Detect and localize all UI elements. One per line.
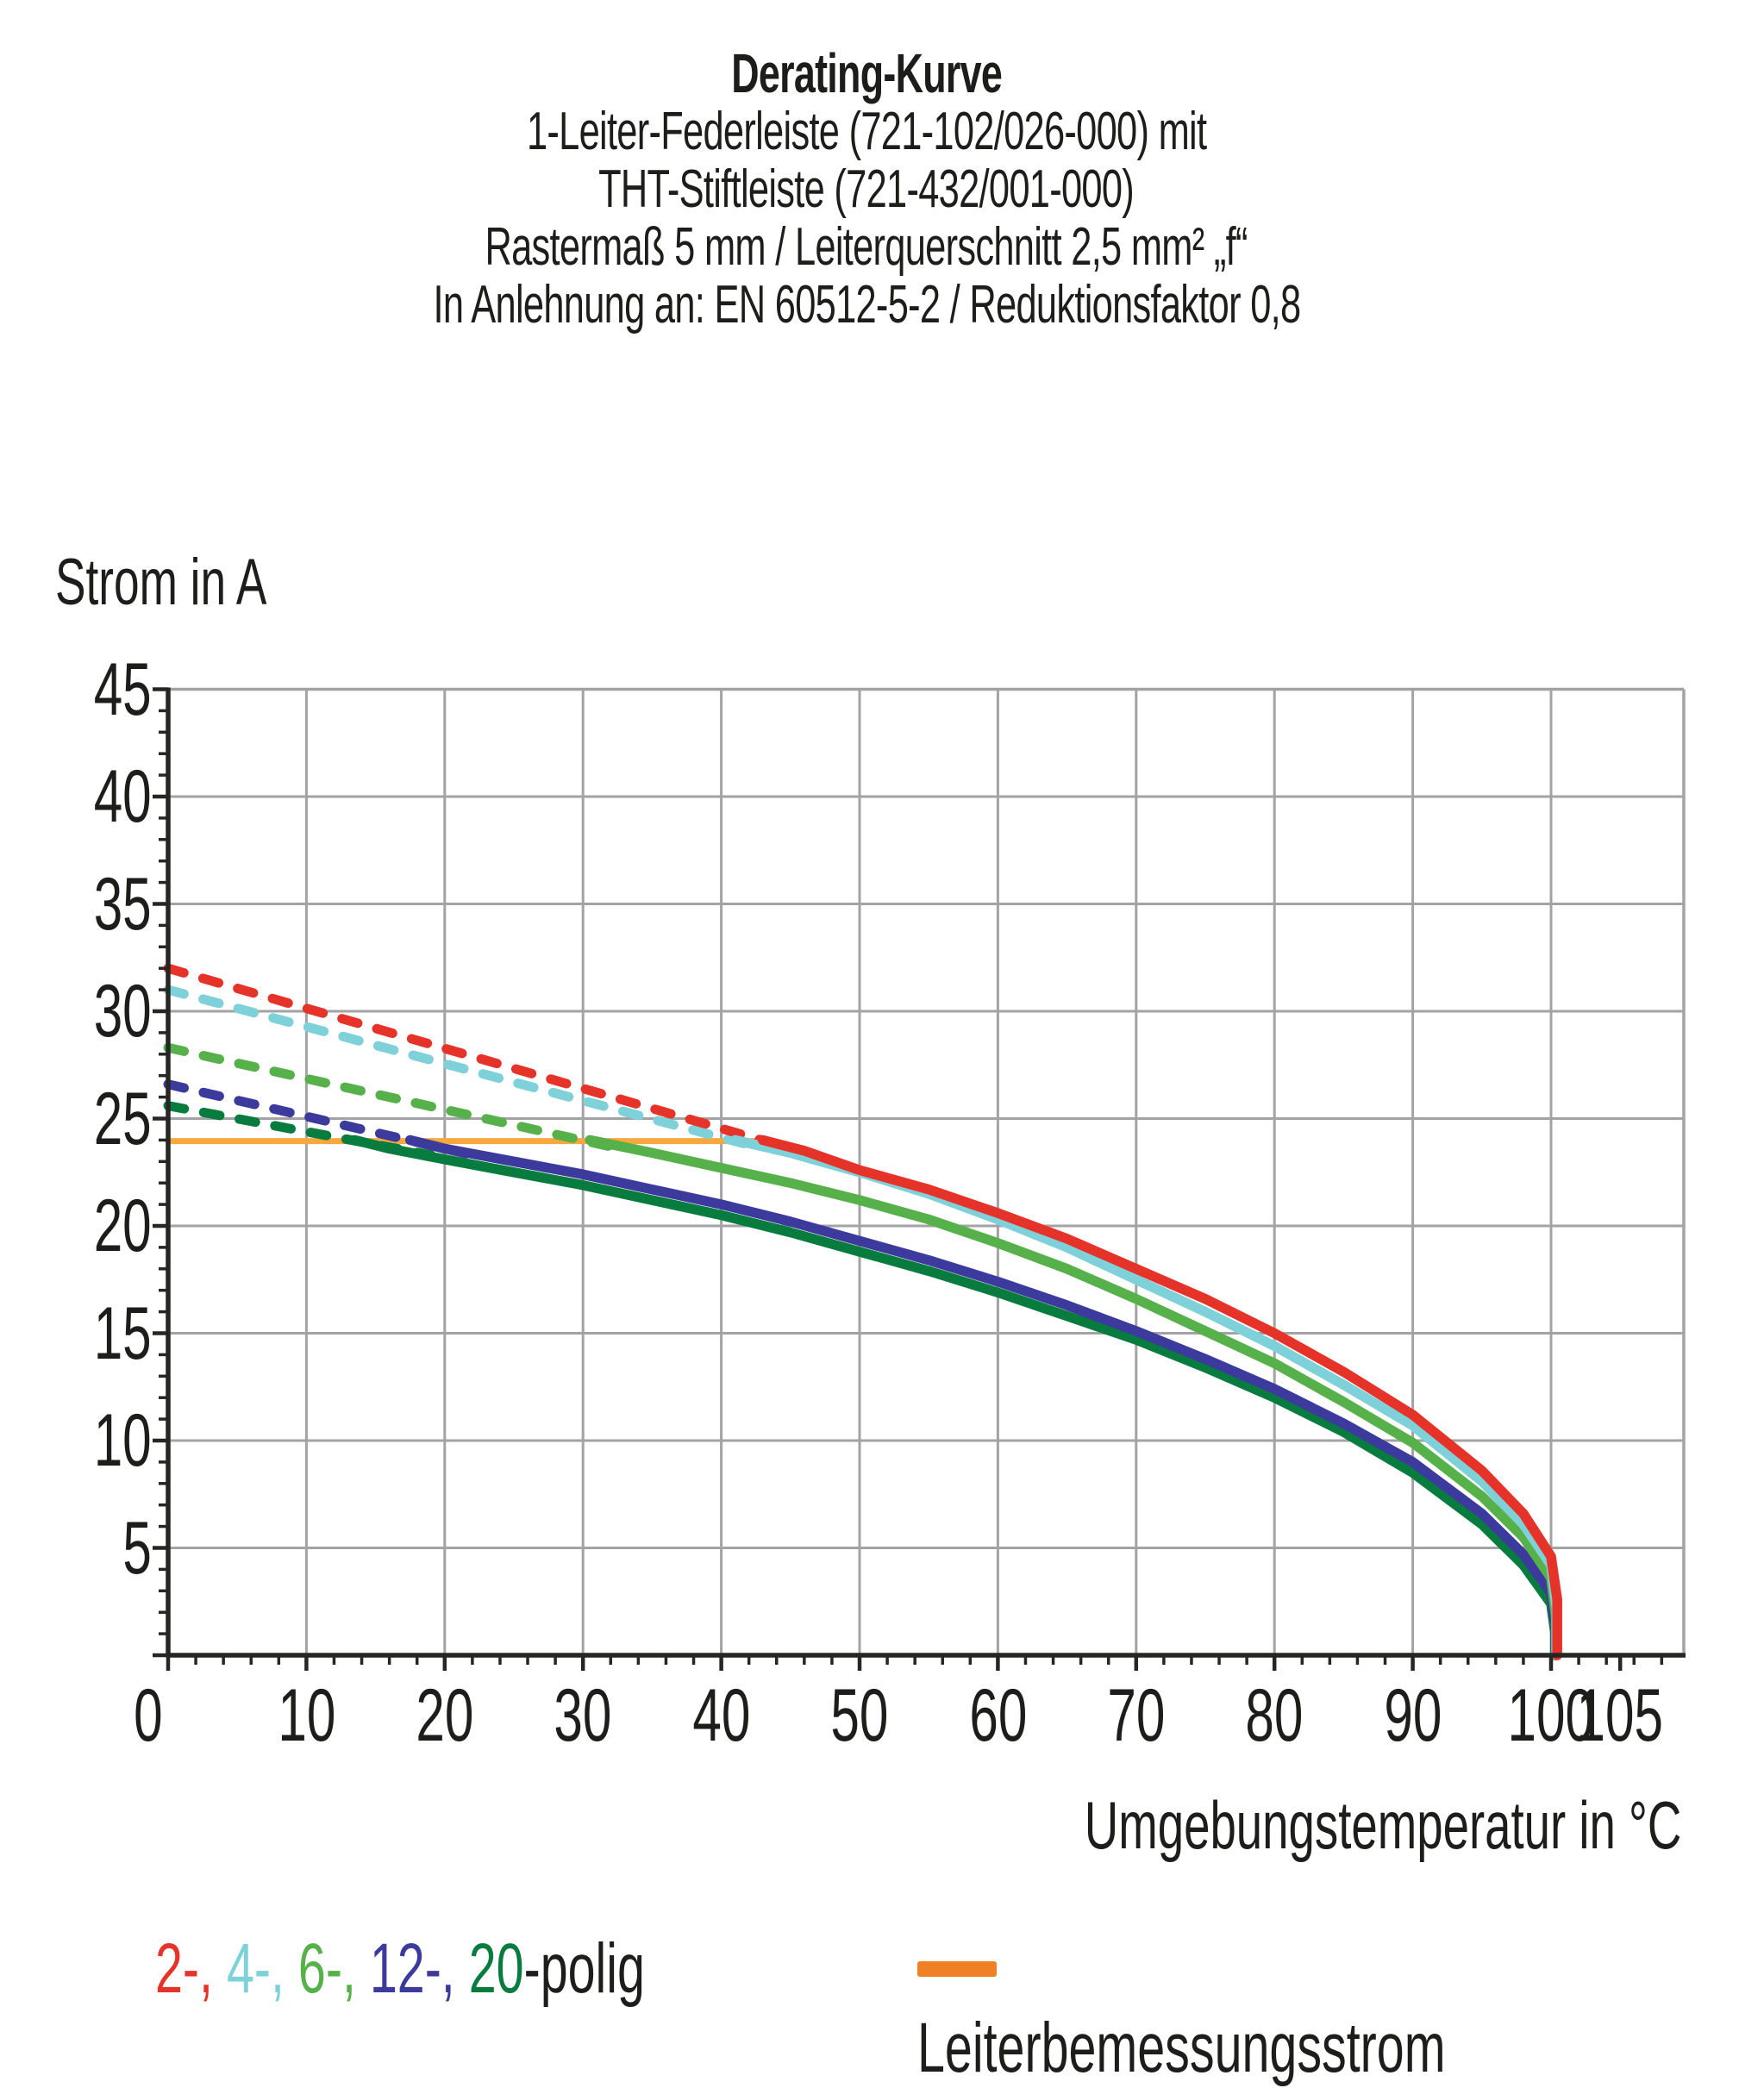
x-tick-label-40: 40 (692, 1674, 751, 1757)
x-tick-label-100: 100 (1507, 1674, 1595, 1757)
y-axis-title: Strom in A (55, 546, 267, 619)
series-2-polig-dashed (163, 963, 789, 1152)
legend-entry-4-polig: 4-, (226, 1929, 285, 2008)
legend-entry-20-polig: 20 (468, 1929, 524, 2008)
title-line-2: 1-Leiter-Federleiste (721-102/026-000) m… (526, 102, 1207, 161)
series-6-polig-dashed (163, 1042, 629, 1155)
x-tick-label-105: 105 (1576, 1674, 1664, 1757)
rated-current-swatch (917, 1961, 997, 1978)
title-line-3: THT-Stiftleiste (721-432/001-000) (598, 159, 1135, 219)
x-tick-label-60: 60 (968, 1674, 1027, 1757)
legend-entry-12-polig: 12-, (369, 1929, 455, 2008)
title-line-5: In Anlehnung an: EN 60512-5-2 / Reduktio… (433, 275, 1301, 334)
x-tick-label-0: 0 (134, 1674, 163, 1757)
series-2-polig-solid (757, 1135, 1562, 1660)
x-tick-label-30: 30 (554, 1674, 612, 1757)
y-tick-label-10: 10 (94, 1399, 152, 1482)
x-tick-label-80: 80 (1245, 1674, 1304, 1757)
legend-pole-counts: 2-, 4-, 6-, 12-, 20-polig (155, 1929, 854, 2009)
y-tick-label-5: 5 (122, 1506, 152, 1590)
series-20-polig-solid (349, 1135, 1561, 1660)
y-tick-label-20: 20 (94, 1185, 152, 1267)
rated-current-label: Leiterbemessungsstrom (917, 2009, 1446, 2087)
y-tick-label-40: 40 (94, 755, 152, 838)
legend-entry-2-polig: 2-, (155, 1929, 213, 2008)
series-4-polig-dashed (163, 985, 768, 1153)
x-tick-label-50: 50 (830, 1674, 889, 1757)
series-12-polig-solid (404, 1135, 1561, 1660)
title-line-1: Derating-Kurve (731, 42, 1003, 104)
series-6-polig-solid (585, 1135, 1561, 1660)
y-tick-label-15: 15 (94, 1291, 152, 1375)
legend-suffix-polig: -polig (523, 1929, 645, 2008)
title-line-4: Rastermaß 5 mm / Leiterquerschnitt 2,5 m… (485, 217, 1248, 277)
x-tick-label-20: 20 (416, 1674, 474, 1757)
legend-entry-6-polig: 6-, (297, 1929, 356, 2008)
x-tick-label-70: 70 (1107, 1674, 1166, 1757)
x-tick-label-10: 10 (277, 1674, 335, 1757)
x-axis-title: Umgebungstemperatur in °C (1084, 1787, 1681, 1863)
legend-rated-current: Leiterbemessungsstrom (917, 1929, 1764, 2088)
x-tick-label-90: 90 (1384, 1674, 1442, 1757)
y-tick-label-25: 25 (94, 1077, 152, 1160)
y-tick-label-35: 35 (94, 862, 152, 946)
chart-title-block: Derating-Kurve 1-Leiter-Federleiste (721… (0, 45, 1764, 334)
y-tick-label-45: 45 (94, 647, 152, 731)
y-tick-label-30: 30 (94, 970, 152, 1053)
